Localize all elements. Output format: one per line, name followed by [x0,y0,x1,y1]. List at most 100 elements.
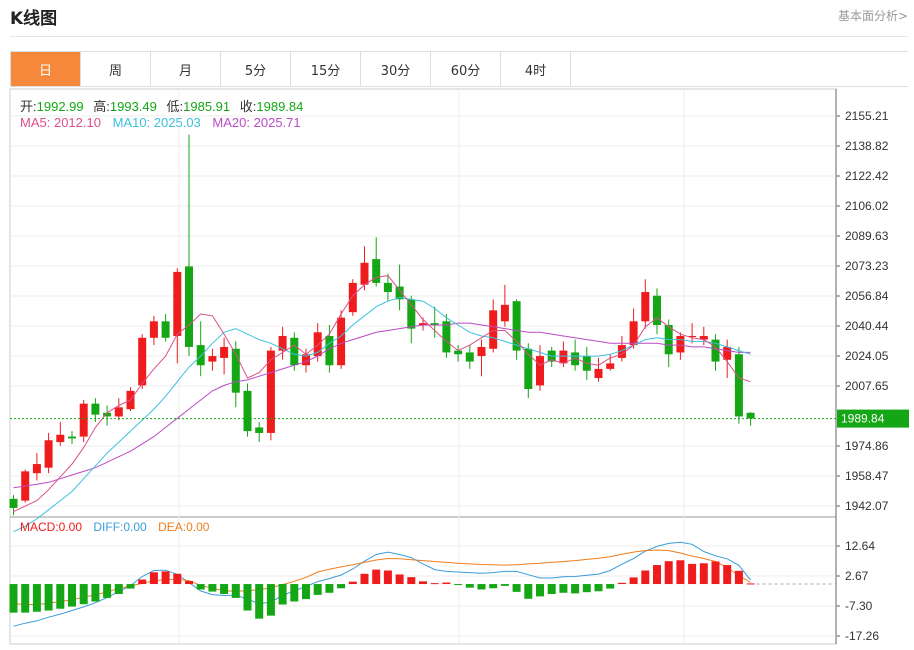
macd-bar [746,583,755,585]
price-tick-label: 1958.47 [845,469,889,483]
candle-body [290,337,299,366]
ma20-line [13,322,751,489]
macd-bar [547,584,556,594]
macd-bar [653,565,661,585]
candle [606,354,615,371]
candle-body [266,350,275,433]
candle-body [606,363,615,369]
candle-body [477,346,486,357]
candle-body [79,403,88,437]
candle [32,453,41,481]
macd-bar [664,561,673,585]
macd-bar [149,572,158,585]
tab-60min[interactable]: 60分 [431,52,501,86]
candle-body [255,427,264,433]
tab-5min[interactable]: 5分 [221,52,291,86]
tab-day[interactable]: 日 [11,52,81,86]
macd-readout: MACD:0.00 DIFF:0.00 DEA:0.00 [20,520,209,534]
macd-bar [688,563,697,585]
candle [220,337,229,375]
macd-bar [383,570,392,585]
macd-bar [489,584,498,589]
price-tick-label: 2040.44 [845,319,889,333]
candle-body [138,337,147,386]
ma10-value: 2025.03 [153,115,201,130]
candle-body [500,304,509,322]
macd-bar [9,584,18,613]
candle-body [161,321,170,338]
candle-body [711,339,720,362]
candle [56,421,65,446]
candle-body [372,259,381,283]
candle [208,348,217,371]
tab-30min[interactable]: 30分 [361,52,431,86]
tab-week[interactable]: 周 [81,52,151,86]
candle [196,321,205,377]
candle [711,334,720,371]
macd-bar [290,584,299,602]
candle-body [676,335,685,353]
ma5-value: 2012.10 [53,115,101,130]
candle [290,332,299,371]
macd-bar [185,581,193,585]
fundamental-analysis-link[interactable]: 基本面分析> [837,9,908,23]
candle [173,268,182,364]
candle [126,387,135,411]
candle [302,348,310,373]
candle-body [325,335,334,366]
kline-chart-area[interactable]: 2155.21 2138.82 2122.42 2106.02 2089.63 2073.… [0,87,914,650]
last-price-box [837,409,909,428]
candle [524,343,533,399]
macd-bar [372,569,381,585]
candle [500,284,509,327]
ma10-line [13,296,751,533]
macd-bar [430,583,439,585]
diff-line [13,541,751,627]
price-tick-label: 2056.84 [845,289,889,303]
candle [699,326,708,346]
candle [477,339,486,377]
low-label: 低: [166,99,184,114]
candle-body [536,356,544,386]
macd-bar [536,584,544,597]
ma20-label: MA20: [212,115,250,130]
price-tick-label: 2155.21 [845,109,889,123]
candle-body [313,332,322,357]
candle [454,345,463,362]
tab-15min[interactable]: 15分 [291,52,361,86]
kline-chart[interactable]: 2155.21 2138.82 2122.42 2106.02 2089.63 2073.… [0,87,914,650]
macd-value: 0.00 [58,520,83,534]
candle [442,314,451,358]
macd-bar [629,577,638,585]
candle-body [196,345,205,366]
candle [360,246,369,291]
tab-4hour[interactable]: 4时 [501,52,571,86]
macd-bar [266,584,275,616]
candle-body [594,368,603,379]
page-title: K线图 [10,9,58,29]
macd-bar [196,584,205,590]
macd-bar [465,584,474,588]
candle-body [746,412,755,419]
candle [44,432,53,474]
high-value: 1993.49 [109,99,157,114]
candle-body [559,350,568,364]
candle [138,334,147,390]
dea-label: DEA: [158,520,187,534]
macd-bar [348,581,357,585]
candle-body [617,345,626,358]
candle [243,383,252,437]
macd-bar [138,579,147,585]
candle-body [653,295,661,325]
candle [641,279,650,329]
candle [348,279,357,316]
price-tick-label: 2007.65 [845,379,889,393]
macd-label: MACD: [20,520,59,534]
macd-bar [231,584,240,598]
macd-panel [9,560,836,619]
candle [68,431,76,444]
macd-bar [325,584,334,593]
macd-bar [723,565,732,585]
candle [185,134,193,357]
tab-month[interactable]: 月 [151,52,221,86]
